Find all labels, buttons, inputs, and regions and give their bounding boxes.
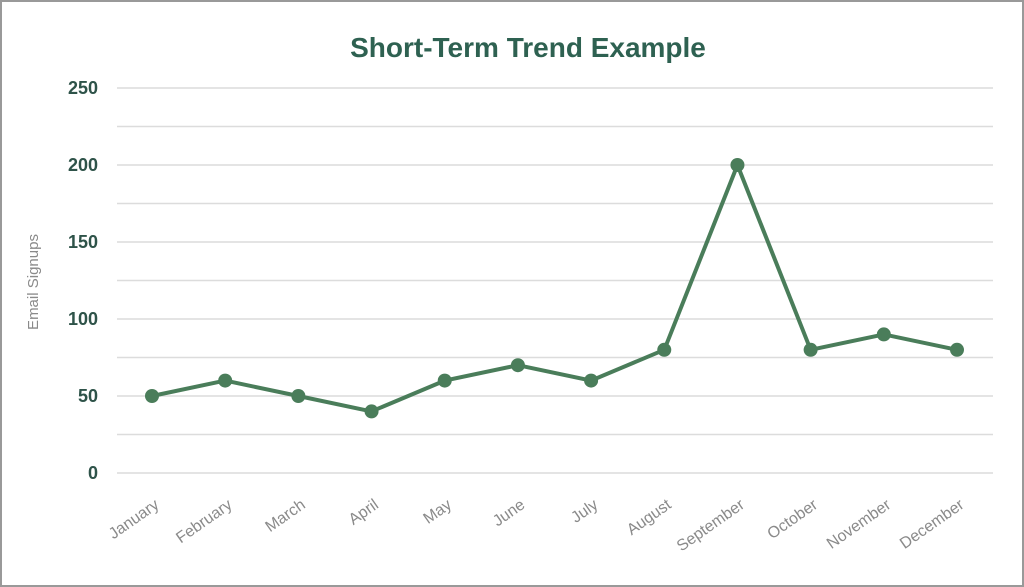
data-point-july	[584, 373, 599, 388]
chart-title: Short-Term Trend Example	[350, 32, 706, 63]
data-point-april	[364, 404, 379, 419]
y-tick-labels: 0 50 100 150 200 250	[68, 78, 98, 483]
x-tick-labels: January February March April May June July Augu…	[106, 496, 968, 555]
gridlines	[117, 87, 993, 474]
x-tick-label: November	[824, 496, 895, 553]
trend-series	[145, 158, 964, 419]
x-tick-label: August	[624, 496, 675, 539]
data-point-march	[291, 389, 306, 403]
data-point-june	[510, 358, 525, 373]
data-point-may	[437, 373, 452, 388]
x-tick-label: January	[106, 496, 162, 543]
x-tick-label: May	[421, 496, 456, 527]
data-point-october	[803, 342, 818, 357]
x-tick-label: October	[765, 496, 822, 543]
y-axis-title: Email Signups	[25, 234, 42, 330]
x-tick-label: February	[173, 496, 235, 547]
y-tick-label: 150	[68, 232, 98, 252]
x-tick-label: July	[568, 496, 601, 526]
y-tick-label: 0	[88, 463, 98, 483]
trend-line	[150, 163, 959, 414]
data-point-february	[218, 373, 233, 388]
y-tick-label: 250	[68, 78, 98, 98]
y-tick-label: 200	[68, 155, 98, 175]
y-tick-label: 100	[68, 309, 98, 329]
x-tick-label: April	[346, 496, 382, 528]
x-tick-label: September	[674, 496, 748, 555]
data-point-december	[950, 342, 964, 357]
data-point-january	[145, 389, 159, 403]
data-point-august	[657, 342, 672, 357]
x-tick-label: December	[897, 496, 968, 553]
x-tick-label: March	[262, 496, 308, 535]
data-point-september	[730, 158, 745, 172]
data-point-november	[876, 327, 891, 342]
x-tick-label: June	[490, 496, 528, 530]
y-tick-label: 50	[78, 386, 98, 406]
